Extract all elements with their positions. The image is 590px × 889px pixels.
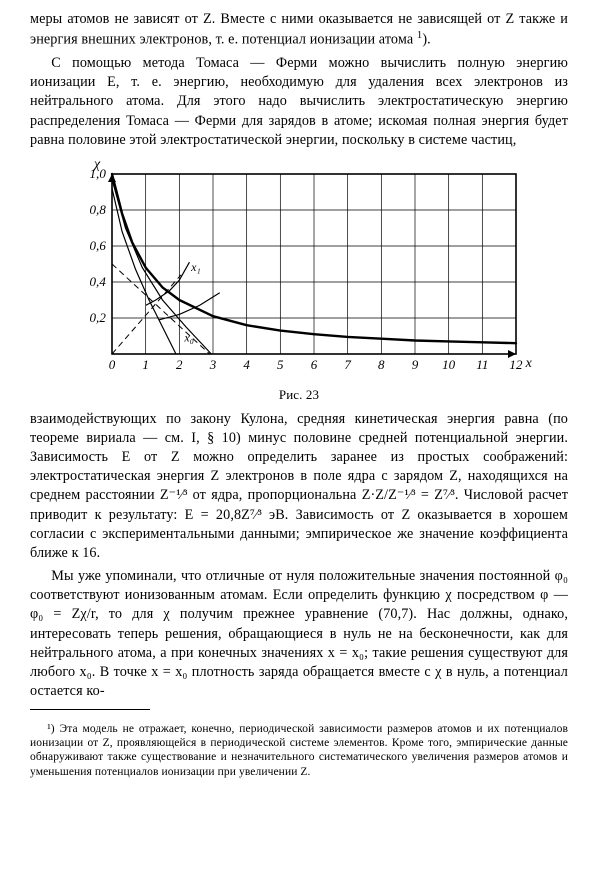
svg-text:0,4: 0,4 [89,274,106,289]
svg-text:5: 5 [277,357,284,372]
svg-text:0,8: 0,8 [89,202,106,217]
svg-text:3: 3 [209,357,217,372]
svg-text:0,2: 0,2 [89,310,106,325]
svg-text:2: 2 [176,357,183,372]
svg-text:x₁: x₁ [190,260,201,274]
svg-text:10: 10 [442,357,456,372]
svg-text:0: 0 [109,357,116,372]
p1-text: меры атомов не зависят от Z. Вместе с ни… [30,11,568,48]
paragraph-3: взаимодействующих по закону Кулона, сред… [30,410,568,563]
footnote-1-text: ¹) Эта модель не отражает, конечно, пери… [30,723,568,778]
footnote-1: ¹) Эта модель не отражает, конечно, пери… [30,722,568,780]
svg-text:7: 7 [344,357,351,372]
svg-text:x₀: x₀ [183,330,194,344]
chart-svg: 01234567891011120,20,40,60,81,0x₁x₀ [64,158,534,378]
svg-text:11: 11 [476,357,488,372]
svg-text:0,6: 0,6 [89,238,106,253]
p3-text: взаимодействующих по закону Кулона, сред… [30,411,568,561]
p2-text: С помощью метода Томаса — Ферми можно вы… [30,55,568,148]
svg-text:1: 1 [142,357,149,372]
svg-text:12: 12 [509,357,523,372]
paragraph-1: меры атомов не зависят от Z. Вместе с ни… [30,10,568,50]
figure-caption: Рис. 23 [30,386,568,404]
p1-tail: ). [422,32,430,48]
svg-text:6: 6 [311,357,318,372]
svg-text:9: 9 [412,357,419,372]
svg-text:8: 8 [378,357,385,372]
svg-text:4: 4 [243,357,250,372]
footnote-separator [30,709,150,710]
chart-chi-vs-x: χ x 01234567891011120,20,40,60,81,0x₁x₀ [64,158,534,378]
svg-text:1,0: 1,0 [89,166,106,181]
figure-23: χ x 01234567891011120,20,40,60,81,0x₁x₀ … [30,158,568,404]
p4-text: Мы уже упоминали, что отличные от нуля п… [30,568,568,699]
paragraph-2: С помощью метода Томаса — Ферми можно вы… [30,54,568,150]
paragraph-4: Мы уже упоминали, что отличные от нуля п… [30,567,568,701]
